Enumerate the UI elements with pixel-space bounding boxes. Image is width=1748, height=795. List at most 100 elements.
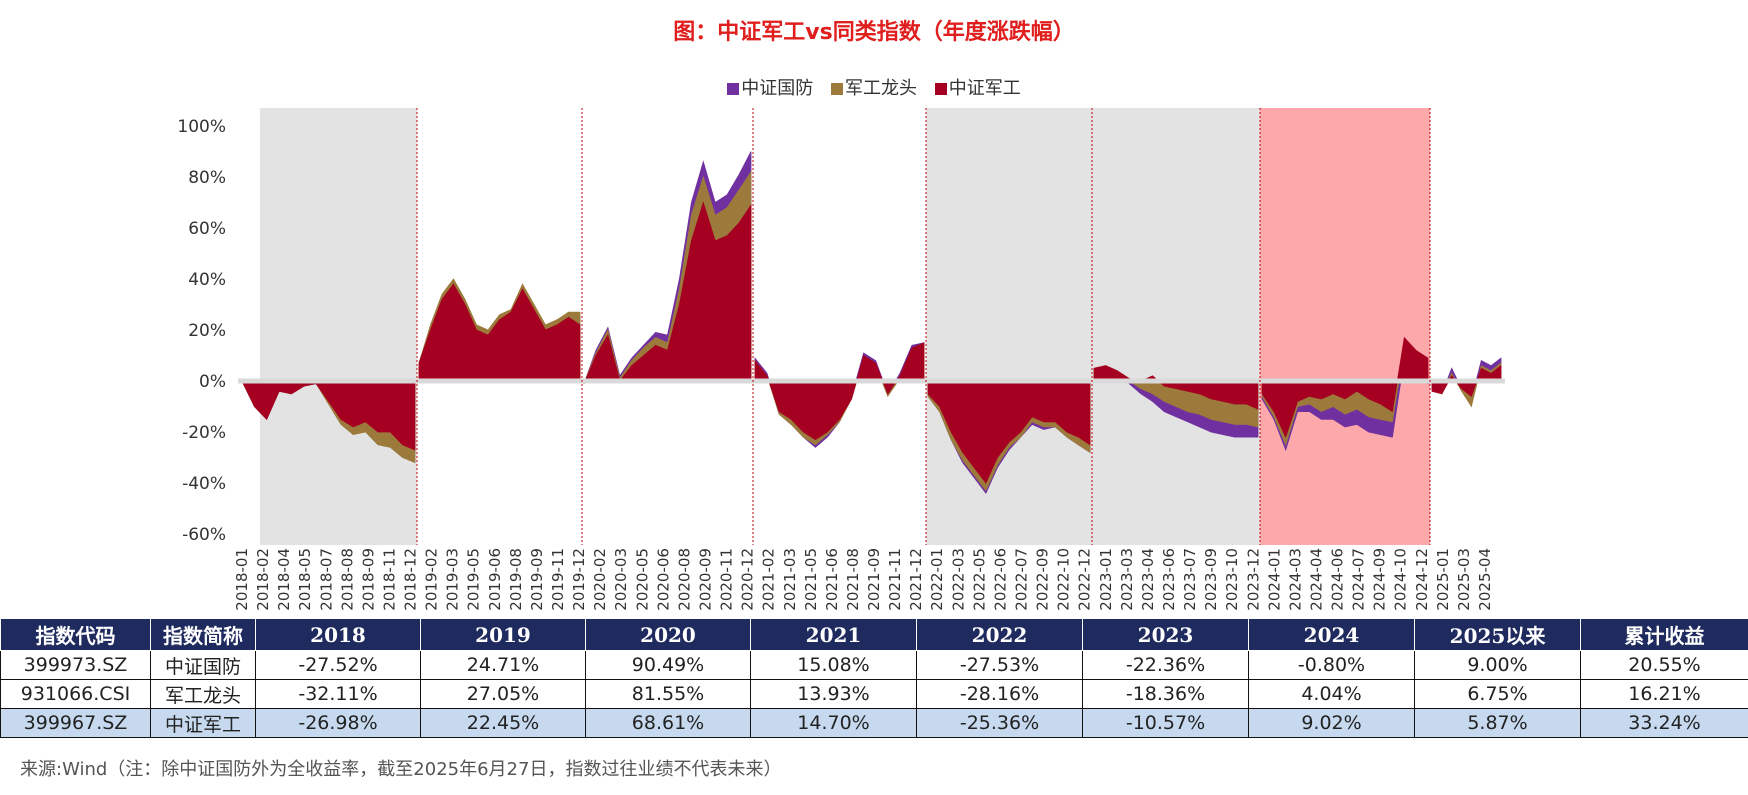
table-header-cell: 2021 — [750, 618, 917, 651]
table-cell: -28.16% — [916, 679, 1083, 709]
x-tick-label: 2020-06 — [654, 548, 672, 611]
table-cell: -0.80% — [1248, 650, 1415, 680]
table-cell: 5.87% — [1414, 708, 1581, 738]
x-tick-label: 2025-04 — [1476, 548, 1494, 611]
table-header-cell: 2023 — [1082, 618, 1249, 651]
x-tick-label: 2019-05 — [465, 548, 483, 611]
table-cell: 68.61% — [585, 708, 751, 738]
x-tick-label: 2022-05 — [970, 548, 988, 611]
table-header-cell: 2025以来 — [1414, 618, 1581, 651]
x-tick-label: 2025-03 — [1455, 548, 1473, 611]
table-cell: -22.36% — [1082, 650, 1249, 680]
table-header-cell: 2020 — [585, 618, 751, 651]
x-tick-label: 2019-11 — [549, 548, 567, 611]
table-cell: 4.04% — [1248, 679, 1415, 709]
x-tick-label: 2022-06 — [991, 548, 1009, 611]
legend-label-zzjg: 中证军工 — [948, 78, 1021, 99]
x-tick-label: 2018-01 — [233, 548, 251, 611]
x-tick-label: 2023-03 — [1118, 548, 1136, 611]
x-tick-label: 2022-01 — [928, 548, 946, 611]
table-header-row: 指数代码 指数简称 2018 2019 2020 2021 2022 2023 2024 2025… — [0, 618, 1748, 651]
x-tick-label: 2021-06 — [823, 548, 841, 611]
table-cell: 14.70% — [750, 708, 917, 738]
x-tick-label: 2021-08 — [844, 548, 862, 611]
x-tick-label: 2021-05 — [802, 548, 820, 611]
y-tick-label: -40% — [182, 474, 226, 494]
x-tick-label: 2019-06 — [486, 548, 504, 611]
x-tick-label: 2024-12 — [1413, 548, 1431, 611]
table-cell: 20.55% — [1580, 650, 1748, 680]
year-band-2022 — [926, 108, 1092, 545]
x-tick-label: 2021-02 — [760, 548, 778, 611]
x-tick-label: 2023-01 — [1097, 548, 1115, 611]
x-tick-label: 2019-08 — [507, 548, 525, 611]
x-tick-label: 2023-04 — [1139, 548, 1157, 611]
x-tick-label: 2018-11 — [380, 548, 398, 611]
table-header-cell: 2019 — [420, 618, 586, 651]
x-tick-label: 2022-09 — [1034, 548, 1052, 611]
table-cell: 22.45% — [420, 708, 586, 738]
x-tick-label: 2021-11 — [886, 548, 904, 611]
x-tick-label: 2019-09 — [528, 548, 546, 611]
x-tick-label: 2020-12 — [739, 548, 757, 611]
x-tick-label: 2023-09 — [1202, 548, 1220, 611]
x-tick-label: 2021-12 — [907, 548, 925, 611]
table-header-cell: 累计收益 — [1580, 618, 1748, 651]
area-chart: 100%80%60%40%20%0%-20%-40%-60%2018-01 201… — [177, 108, 1505, 611]
table-row: 931066.CSI 军工龙头 -32.11% 27.05% 81.55% 13.93% -… — [0, 679, 1748, 709]
legend-label-zzgf: 中证国防 — [741, 78, 814, 99]
x-tick-label: 2023-10 — [1223, 548, 1241, 611]
table-cell: 中证国防 — [150, 650, 256, 680]
source-note: 来源:Wind（注：除中证国防外为全收益率，截至2025年6月27日，指数过往业… — [20, 759, 782, 780]
x-tick-label: 2023-12 — [1244, 548, 1262, 611]
chart-legend: 中证国防 军工龙头 中证军工 — [0, 74, 1748, 100]
table-cell: 9.00% — [1414, 650, 1581, 680]
table-row: 399973.SZ 中证国防 -27.52% 24.71% 90.49% 15.08% -2… — [0, 650, 1748, 680]
table-cell: 13.93% — [750, 679, 917, 709]
table-cell: -27.52% — [255, 650, 421, 680]
y-tick-label: 60% — [188, 219, 226, 239]
x-tick-label: 2024-09 — [1371, 548, 1389, 611]
area-zzjg-2021 — [754, 342, 925, 441]
x-tick-label: 2018-07 — [317, 548, 335, 611]
table-cell: 81.55% — [585, 679, 751, 709]
legend-swatch-zzjg — [934, 83, 947, 95]
x-tick-label: 2024-01 — [1265, 548, 1283, 611]
year-band-2024 — [1260, 108, 1430, 545]
table-cell: -27.53% — [916, 650, 1083, 680]
x-tick-label: 2020-03 — [612, 548, 630, 611]
table-body: 399973.SZ 中证国防 -27.52% 24.71% 90.49% 15.08% -2… — [0, 650, 1748, 738]
area-zzjg-2018 — [241, 380, 416, 451]
x-tick-label: 2020-05 — [633, 548, 651, 611]
y-tick-label: 40% — [188, 270, 226, 290]
table-cell: 6.75% — [1414, 679, 1581, 709]
table-cell: 27.05% — [420, 679, 586, 709]
table-cell: 33.24% — [1580, 708, 1748, 738]
x-tick-label: 2021-09 — [865, 548, 883, 611]
x-tick-label: 2019-03 — [444, 548, 462, 611]
table-cell: 15.08% — [750, 650, 917, 680]
area-zzjg-2022 — [927, 380, 1091, 484]
table-cell: 9.02% — [1248, 708, 1415, 738]
table-cell: 16.21% — [1580, 679, 1748, 709]
x-tick-label: 2018-12 — [402, 548, 420, 611]
legend-label-jglt: 军工龙头 — [845, 78, 917, 99]
legend-item-jglt: 军工龙头 — [831, 74, 917, 100]
x-tick-label: 2025-01 — [1434, 548, 1452, 611]
table-row: 399967.SZ 中证军工 -26.98% 22.45% 68.61% 14.70% -2… — [0, 708, 1748, 738]
table-cell: -26.98% — [255, 708, 421, 738]
legend-swatch-jglt — [831, 83, 843, 95]
x-tick-label: 2020-11 — [718, 548, 736, 611]
x-tick-label: 2023-07 — [1181, 548, 1199, 611]
table-cell: 24.71% — [420, 650, 586, 680]
x-tick-label: 2022-03 — [949, 548, 967, 611]
x-tick-label: 2022-12 — [1076, 548, 1094, 611]
legend-swatch-zzgf — [727, 83, 740, 95]
x-tick-label: 2018-04 — [275, 548, 293, 611]
x-tick-label: 2024-03 — [1286, 548, 1304, 611]
area-zzjg-2020 — [583, 201, 752, 384]
x-tick-label: 2020-02 — [591, 548, 609, 611]
x-tick-label: 2024-04 — [1307, 548, 1325, 611]
year-band-2018 — [260, 108, 417, 545]
table-cell: -18.36% — [1082, 679, 1249, 709]
